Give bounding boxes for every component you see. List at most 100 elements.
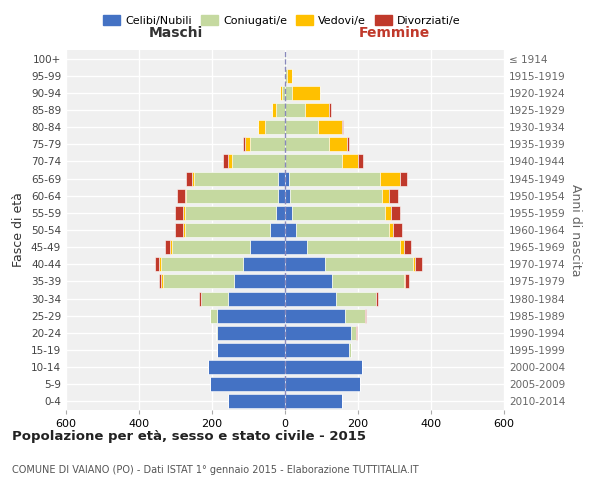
Bar xyxy=(243,138,245,151)
Bar xyxy=(365,308,367,322)
Bar xyxy=(250,240,285,254)
Bar xyxy=(400,172,407,185)
Bar xyxy=(341,154,358,168)
Bar xyxy=(345,308,365,322)
Bar xyxy=(305,103,329,117)
Bar xyxy=(285,172,289,185)
Bar xyxy=(201,292,229,306)
Bar xyxy=(215,326,217,340)
Bar xyxy=(175,223,183,237)
Bar xyxy=(332,274,404,288)
Bar xyxy=(400,240,404,254)
Bar xyxy=(285,326,350,340)
Bar xyxy=(380,172,400,185)
Bar xyxy=(183,223,185,237)
Bar xyxy=(382,188,389,202)
Bar xyxy=(285,343,349,357)
Bar xyxy=(272,103,276,117)
Bar xyxy=(185,223,271,237)
Bar xyxy=(404,240,411,254)
Bar xyxy=(159,274,161,288)
Bar xyxy=(285,206,292,220)
Bar xyxy=(289,172,380,185)
Bar xyxy=(347,138,349,151)
Bar xyxy=(161,274,163,288)
Bar xyxy=(329,103,331,117)
Bar xyxy=(276,206,285,220)
Bar xyxy=(287,68,292,82)
Bar xyxy=(210,378,285,392)
Bar xyxy=(389,188,398,202)
Bar xyxy=(415,258,422,272)
Bar xyxy=(285,154,341,168)
Bar xyxy=(234,274,285,288)
Bar xyxy=(159,258,161,272)
Bar xyxy=(229,154,232,168)
Bar xyxy=(187,188,278,202)
Bar xyxy=(194,172,278,185)
Y-axis label: Fasce di età: Fasce di età xyxy=(13,192,25,268)
Bar xyxy=(183,206,185,220)
Bar xyxy=(349,343,350,357)
Bar xyxy=(217,343,285,357)
Bar xyxy=(389,223,392,237)
Bar xyxy=(285,240,307,254)
Bar xyxy=(285,120,318,134)
Bar xyxy=(278,188,285,202)
Bar xyxy=(406,274,409,288)
Bar xyxy=(284,52,285,66)
Bar xyxy=(250,138,285,151)
Bar xyxy=(329,138,347,151)
Bar xyxy=(161,258,243,272)
Bar xyxy=(217,326,285,340)
Bar xyxy=(285,138,329,151)
Bar xyxy=(285,394,341,408)
Bar xyxy=(172,240,250,254)
Bar xyxy=(325,258,413,272)
Text: Popolazione per età, sesso e stato civile - 2015: Popolazione per età, sesso e stato civil… xyxy=(12,430,366,443)
Bar xyxy=(163,274,234,288)
Bar xyxy=(185,188,187,202)
Bar xyxy=(318,120,341,134)
Bar xyxy=(178,188,185,202)
Bar xyxy=(391,206,400,220)
Bar xyxy=(292,86,320,100)
Bar xyxy=(185,206,276,220)
Bar xyxy=(155,258,159,272)
Bar xyxy=(223,154,229,168)
Bar xyxy=(229,394,285,408)
Bar xyxy=(265,120,285,134)
Bar xyxy=(285,360,362,374)
Bar xyxy=(285,86,292,100)
Text: Femmine: Femmine xyxy=(359,26,430,40)
Bar xyxy=(284,68,285,82)
Bar xyxy=(404,274,406,288)
Text: COMUNE DI VAIANO (PO) - Dati ISTAT 1° gennaio 2015 - Elaborazione TUTTITALIA.IT: COMUNE DI VAIANO (PO) - Dati ISTAT 1° ge… xyxy=(12,465,419,475)
Bar xyxy=(170,240,172,254)
Bar xyxy=(290,188,382,202)
Bar xyxy=(199,292,201,306)
Bar xyxy=(385,206,391,220)
Bar xyxy=(392,223,402,237)
Bar xyxy=(285,223,296,237)
Bar xyxy=(164,240,170,254)
Bar xyxy=(285,378,360,392)
Bar xyxy=(296,223,389,237)
Bar xyxy=(341,120,343,134)
Bar xyxy=(285,258,325,272)
Bar xyxy=(229,292,285,306)
Bar xyxy=(278,172,285,185)
Bar xyxy=(292,206,385,220)
Bar xyxy=(285,274,332,288)
Bar xyxy=(285,52,286,66)
Bar xyxy=(336,292,376,306)
Bar xyxy=(285,103,305,117)
Bar xyxy=(282,86,285,100)
Bar xyxy=(187,172,192,185)
Bar xyxy=(280,86,282,100)
Legend: Celibi/Nubili, Coniugati/e, Vedovi/e, Divorziati/e: Celibi/Nubili, Coniugati/e, Vedovi/e, Di… xyxy=(99,10,465,30)
Bar xyxy=(217,308,285,322)
Bar xyxy=(307,240,400,254)
Bar xyxy=(271,223,285,237)
Text: Maschi: Maschi xyxy=(148,26,203,40)
